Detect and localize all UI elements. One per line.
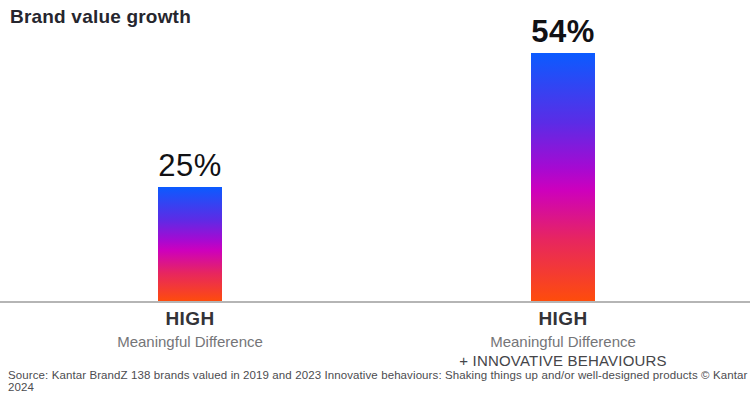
bar-group-meaningful-difference: 25% (90, 148, 290, 302)
bar-value-label: 54% (531, 14, 595, 50)
bar-value-label: 25% (158, 148, 222, 184)
category-sub-label: Meaningful Difference (433, 333, 693, 352)
source-note: Source: Kantar BrandZ 138 brands valued … (8, 369, 750, 393)
x-axis-baseline (0, 301, 750, 303)
category-main-label: HIGH (433, 307, 693, 331)
category-label-meaningful-difference: HIGH Meaningful Difference (60, 307, 320, 352)
category-main-label: HIGH (60, 307, 320, 331)
bar-group-innovative-behaviours: 54% (463, 14, 663, 302)
brand-value-growth-chart: Brand value growth 25% 54% HIGH Meaningf… (0, 0, 750, 400)
category-label-innovative-behaviours: HIGH Meaningful Difference + INNOVATIVE … (433, 307, 693, 370)
chart-title: Brand value growth (10, 6, 191, 28)
bar-meaningful-difference (158, 187, 222, 302)
category-sub-label-2: + INNOVATIVE BEHAVIOURS (433, 352, 693, 371)
bar-innovative-behaviours (531, 53, 595, 302)
category-sub-label: Meaningful Difference (60, 333, 320, 352)
